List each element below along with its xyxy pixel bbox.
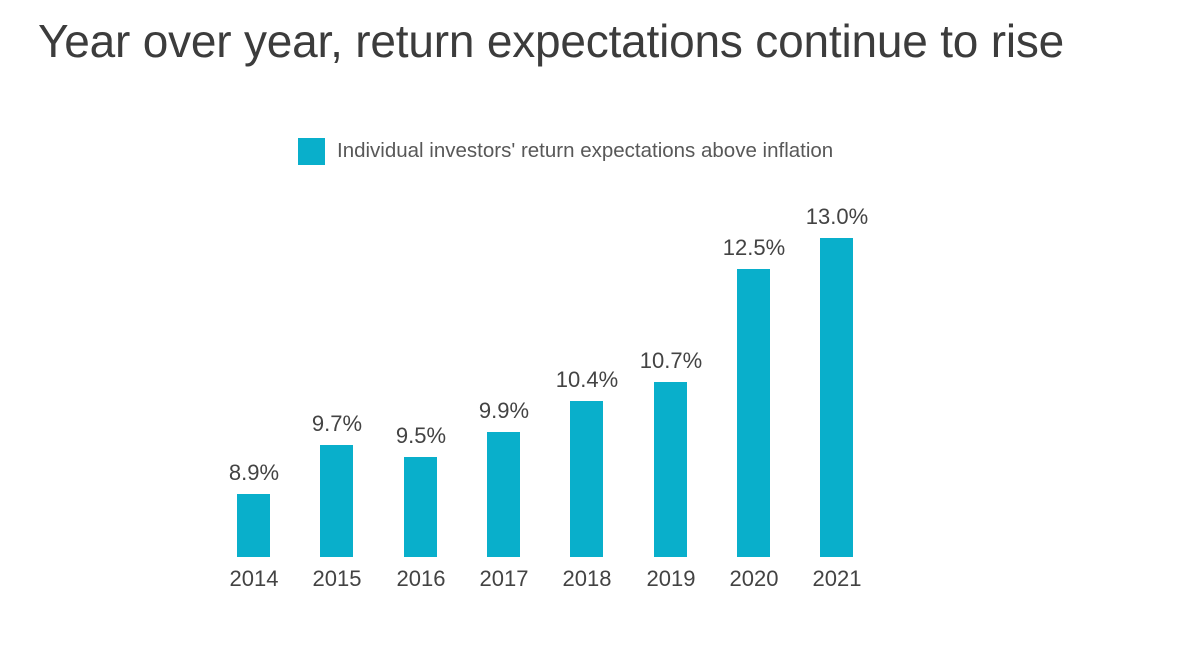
bar-group: 13.0% 2021	[795, 0, 879, 650]
bar-group: 10.4% 2018	[545, 0, 629, 650]
x-axis-label-2017: 2017	[479, 566, 529, 591]
bar-value-label: 8.9%	[228, 460, 280, 485]
bar-2018[interactable]	[570, 401, 603, 557]
x-axis-label-2014: 2014	[229, 566, 279, 591]
chart-legend: Individual investors' return expectation…	[298, 136, 833, 166]
bar-2021[interactable]	[820, 238, 853, 557]
legend-item-individual-investors[interactable]: Individual investors' return expectation…	[298, 137, 834, 165]
x-axis-label-2015: 2015	[312, 566, 362, 591]
bar-group: 8.9% 2014	[212, 0, 296, 650]
bar-value-label: 10.4%	[555, 367, 619, 392]
x-axis-label-2019: 2019	[646, 566, 696, 591]
x-axis-label-2016: 2016	[396, 566, 446, 591]
bar-value-label: 10.7%	[639, 348, 703, 373]
bar-group: 10.7% 2019	[629, 0, 713, 650]
bar-2015[interactable]	[320, 445, 353, 557]
bar-value-label: 9.7%	[311, 411, 363, 436]
bar-2016[interactable]	[404, 457, 437, 557]
bar-group: 9.7% 2015	[295, 0, 379, 650]
legend-item-label: Individual investors' return expectation…	[337, 139, 834, 162]
chart-title: Year over year, return expectations cont…	[38, 15, 1065, 67]
bar-value-label: 12.5%	[722, 235, 786, 260]
bar-group: 12.5% 2020	[712, 0, 796, 650]
bar-group: 9.9% 2017	[462, 0, 546, 650]
legend-color-swatch-icon	[298, 137, 325, 165]
x-axis-label-2018: 2018	[562, 566, 612, 591]
bar-2020[interactable]	[737, 269, 770, 557]
x-axis-label-2021: 2021	[812, 566, 862, 591]
bar-2017[interactable]	[487, 432, 520, 557]
bar-2014[interactable]	[237, 494, 270, 557]
bar-value-label: 13.0%	[805, 204, 869, 229]
bar-value-label: 9.5%	[395, 423, 447, 448]
x-axis-label-2020: 2020	[729, 566, 779, 591]
bar-group: 9.5% 2016	[379, 0, 463, 650]
bar-value-label: 9.9%	[478, 398, 530, 423]
bar-2019[interactable]	[654, 382, 687, 557]
